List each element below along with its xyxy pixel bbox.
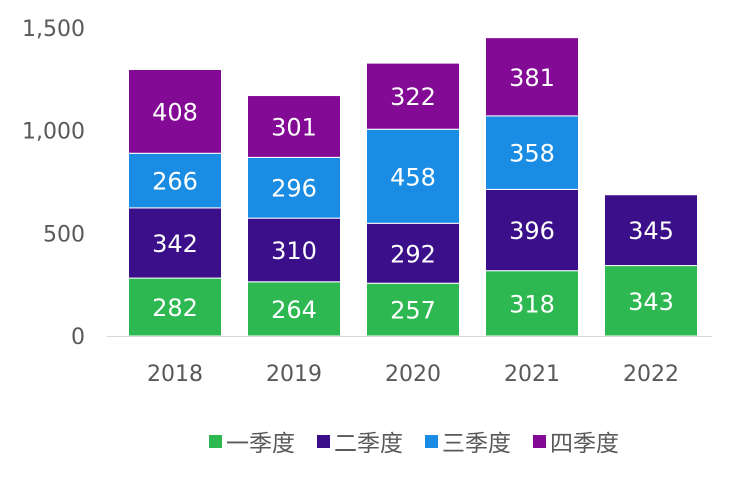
data-label: 318 [509, 290, 555, 318]
y-tick-label: 0 [71, 325, 85, 350]
data-label: 322 [390, 83, 436, 111]
data-label: 292 [390, 240, 436, 268]
legend-item: 一季度 [209, 424, 295, 458]
y-tick-label: 500 [43, 222, 85, 247]
bar-segment [604, 265, 698, 337]
x-tick-label: 2020 [385, 362, 441, 387]
y-tick-label: 1,000 [22, 120, 85, 145]
x-tick-label: 2022 [623, 362, 679, 387]
data-label: 342 [152, 230, 198, 258]
bar-segment [247, 95, 341, 158]
legend-swatch [533, 434, 546, 448]
data-label: 301 [271, 113, 317, 141]
legend-label: 二季度 [334, 431, 403, 457]
data-label: 408 [152, 98, 198, 126]
legend: 一季度 二季度 三季度 四季度 [0, 424, 748, 458]
legend-label: 四季度 [550, 431, 619, 457]
x-tick-label: 2018 [147, 362, 203, 387]
data-label: 266 [152, 168, 198, 196]
bar-segment [128, 207, 222, 279]
data-label: 343 [628, 288, 674, 316]
legend-item: 二季度 [317, 424, 403, 458]
bar-segment [128, 68, 222, 154]
data-label: 396 [509, 217, 555, 245]
data-label: 257 [390, 297, 436, 325]
bar-segment [604, 194, 698, 267]
legend-label: 一季度 [226, 431, 295, 457]
data-label: 264 [271, 296, 317, 324]
bar-segment [366, 62, 460, 130]
bar-segment [247, 156, 341, 219]
x-tick-label: 2019 [266, 362, 322, 387]
data-label: 458 [390, 163, 436, 191]
legend-label: 三季度 [442, 431, 511, 457]
legend-item: 四季度 [533, 424, 619, 458]
bar-segment [128, 277, 222, 337]
y-tick-label: 1,500 [22, 17, 85, 42]
data-label: 296 [271, 175, 317, 203]
data-label: 381 [509, 64, 555, 92]
legend-swatch [317, 434, 330, 448]
stacked-bar-chart: 0 500 1,000 1,500 282 342 266 408 2018 264 310 296 3… [22, 17, 712, 387]
bar-segment [366, 222, 460, 284]
bar-segment [485, 115, 579, 190]
data-label: 345 [628, 217, 674, 245]
legend-item: 三季度 [425, 424, 511, 458]
bar-segment [247, 217, 341, 283]
legend-swatch [425, 434, 438, 448]
data-label: 358 [509, 140, 555, 168]
bar-segment [366, 128, 460, 224]
x-tick-label: 2021 [504, 362, 560, 387]
legend-swatch [209, 434, 222, 448]
bar-segment [485, 270, 579, 337]
bar-segment [485, 37, 579, 117]
data-label: 282 [152, 294, 198, 322]
data-label: 310 [271, 237, 317, 265]
